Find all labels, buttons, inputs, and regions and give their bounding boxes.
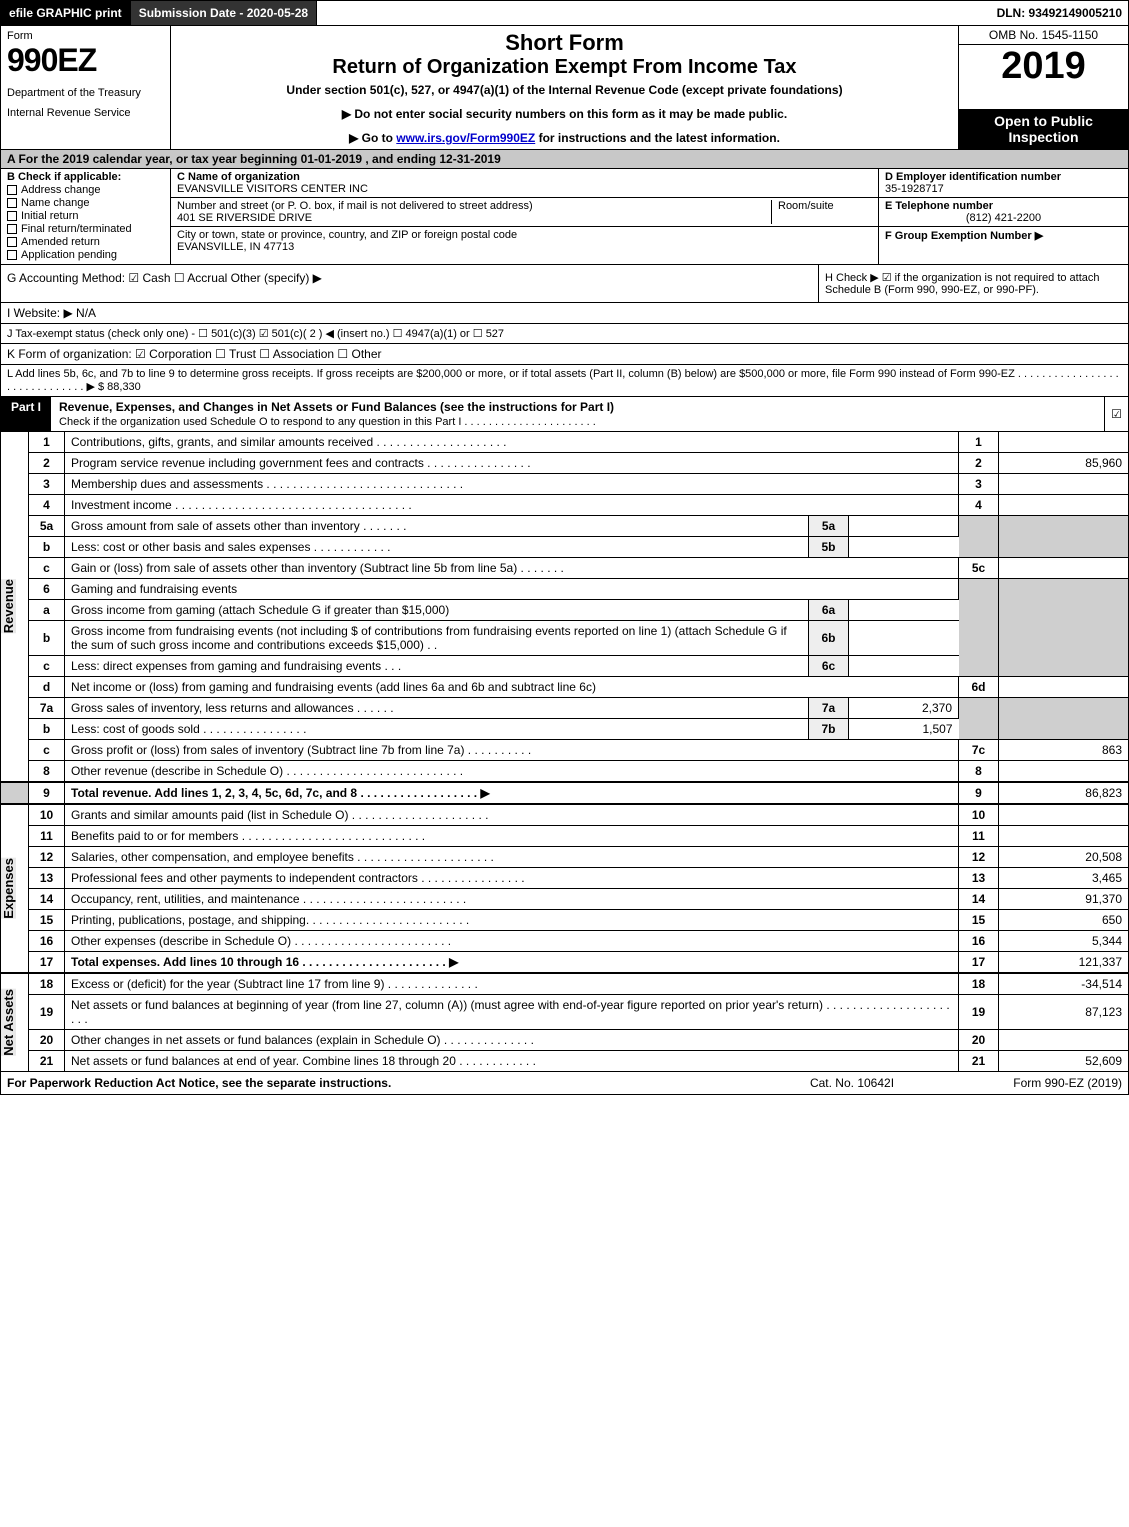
row-i-website: I Website: ▶ N/A bbox=[0, 303, 1129, 324]
section-b-label: B Check if applicable: bbox=[7, 171, 164, 183]
section-c: C Name of organization EVANSVILLE VISITO… bbox=[171, 169, 878, 264]
line-5c: c Gain or (loss) from sale of assets oth… bbox=[1, 558, 1129, 579]
part-1-tag: Part I bbox=[1, 397, 51, 431]
line-1: Revenue 1 Contributions, gifts, grants, … bbox=[1, 432, 1129, 453]
goto-pre: ▶ Go to bbox=[349, 131, 396, 145]
group-exemption-row: F Group Exemption Number ▶ bbox=[879, 227, 1128, 244]
topbar-spacer bbox=[317, 1, 990, 25]
dept-treasury: Department of the Treasury bbox=[7, 87, 164, 99]
header-left: Form 990EZ Department of the Treasury In… bbox=[1, 26, 171, 149]
row-k-form-org: K Form of organization: ☑ Corporation ☐ … bbox=[0, 344, 1129, 365]
line-11: 11 Benefits paid to or for members . . .… bbox=[1, 826, 1129, 847]
footer: For Paperwork Reduction Act Notice, see … bbox=[0, 1072, 1129, 1095]
footer-form-ref: Form 990-EZ (2019) bbox=[952, 1076, 1122, 1090]
form-number: 990EZ bbox=[7, 42, 164, 79]
room-suite-label: Room/suite bbox=[772, 200, 872, 224]
ein-value: 35-1928717 bbox=[885, 183, 944, 195]
short-form-title: Short Form bbox=[179, 30, 950, 56]
row-a-tax-year: A For the 2019 calendar year, or tax yea… bbox=[0, 150, 1129, 169]
chk-name-change[interactable]: Name change bbox=[7, 197, 164, 209]
line-10: Expenses 10 Grants and similar amounts p… bbox=[1, 804, 1129, 826]
omb-number: OMB No. 1545-1150 bbox=[959, 26, 1128, 45]
open-to-public: Open to Public Inspection bbox=[959, 109, 1128, 149]
chk-application-pending[interactable]: Application pending bbox=[7, 249, 164, 261]
line-9: 9 Total revenue. Add lines 1, 2, 3, 4, 5… bbox=[1, 782, 1129, 804]
street-address: 401 SE RIVERSIDE DRIVE bbox=[177, 212, 312, 224]
lines-table: Revenue 1 Contributions, gifts, grants, … bbox=[0, 432, 1129, 1072]
footer-left: For Paperwork Reduction Act Notice, see … bbox=[7, 1076, 752, 1090]
dept-irs: Internal Revenue Service bbox=[7, 107, 164, 119]
line-3: 3 Membership dues and assessments . . . … bbox=[1, 474, 1129, 495]
efile-label[interactable]: efile GRAPHIC print bbox=[1, 1, 131, 25]
line-14: 14 Occupancy, rent, utilities, and maint… bbox=[1, 889, 1129, 910]
address-row: Number and street (or P. O. box, if mail… bbox=[171, 198, 878, 227]
part-1-subtitle: Check if the organization used Schedule … bbox=[59, 416, 596, 428]
ein-row: D Employer identification number 35-1928… bbox=[879, 169, 1128, 198]
part-1-header: Part I Revenue, Expenses, and Changes in… bbox=[0, 397, 1129, 432]
line-2: 2 Program service revenue including gove… bbox=[1, 453, 1129, 474]
accounting-method: G Accounting Method: ☑ Cash ☐ Accrual Ot… bbox=[1, 265, 818, 302]
bullet-ssn: ▶ Do not enter social security numbers o… bbox=[179, 107, 950, 121]
entity-block: B Check if applicable: Address change Na… bbox=[0, 169, 1129, 265]
goto-post: for instructions and the latest informat… bbox=[535, 131, 780, 145]
line-19: 19 Net assets or fund balances at beginn… bbox=[1, 995, 1129, 1030]
address-label: Number and street (or P. O. box, if mail… bbox=[177, 200, 533, 212]
line-8: 8 Other revenue (describe in Schedule O)… bbox=[1, 761, 1129, 783]
top-bar: efile GRAPHIC print Submission Date - 20… bbox=[0, 0, 1129, 26]
header-middle: Short Form Return of Organization Exempt… bbox=[171, 26, 958, 149]
line-6: 6 Gaming and fundraising events bbox=[1, 579, 1129, 600]
telephone-label: E Telephone number bbox=[885, 200, 993, 212]
org-name-label: C Name of organization bbox=[177, 171, 300, 183]
telephone-row: E Telephone number (812) 421-2200 bbox=[879, 198, 1128, 227]
side-label-expenses: Expenses bbox=[1, 858, 16, 919]
group-exemption-label: F Group Exemption Number ▶ bbox=[885, 230, 1043, 242]
irs-link[interactable]: www.irs.gov/Form990EZ bbox=[396, 131, 535, 145]
submission-date: Submission Date - 2020-05-28 bbox=[131, 1, 317, 25]
side-label-revenue: Revenue bbox=[1, 579, 16, 633]
line-16: 16 Other expenses (describe in Schedule … bbox=[1, 931, 1129, 952]
row-g-h: G Accounting Method: ☑ Cash ☐ Accrual Ot… bbox=[0, 265, 1129, 303]
main-title: Return of Organization Exempt From Incom… bbox=[179, 56, 950, 79]
dln-label: DLN: 93492149005210 bbox=[991, 1, 1128, 25]
ein-label: D Employer identification number bbox=[885, 171, 1061, 183]
bullet-goto: ▶ Go to www.irs.gov/Form990EZ for instru… bbox=[179, 131, 950, 145]
line-13: 13 Professional fees and other payments … bbox=[1, 868, 1129, 889]
line-7c: c Gross profit or (loss) from sales of i… bbox=[1, 740, 1129, 761]
line-18: Net Assets 18 Excess or (deficit) for th… bbox=[1, 973, 1129, 995]
org-name: EVANSVILLE VISITORS CENTER INC bbox=[177, 183, 368, 195]
line-6d: d Net income or (loss) from gaming and f… bbox=[1, 677, 1129, 698]
footer-cat-no: Cat. No. 10642I bbox=[752, 1076, 952, 1090]
line-5a: 5a Gross amount from sale of assets othe… bbox=[1, 516, 1129, 537]
line-7a: 7a Gross sales of inventory, less return… bbox=[1, 698, 1129, 719]
section-d-e-f: D Employer identification number 35-1928… bbox=[878, 169, 1128, 264]
chk-address-change[interactable]: Address change bbox=[7, 184, 164, 196]
city-row: City or town, state or province, country… bbox=[171, 227, 878, 255]
row-j-tax-exempt: J Tax-exempt status (check only one) - ☐… bbox=[0, 324, 1129, 344]
chk-initial-return[interactable]: Initial return bbox=[7, 210, 164, 222]
line-21: 21 Net assets or fund balances at end of… bbox=[1, 1051, 1129, 1072]
form-header: Form 990EZ Department of the Treasury In… bbox=[0, 26, 1129, 150]
section-b: B Check if applicable: Address change Na… bbox=[1, 169, 171, 264]
city-state-zip: EVANSVILLE, IN 47713 bbox=[177, 241, 294, 253]
line-17: 17 Total expenses. Add lines 10 through … bbox=[1, 952, 1129, 974]
part-1-schedule-o-check[interactable]: ☑ bbox=[1104, 397, 1128, 431]
city-label: City or town, state or province, country… bbox=[177, 229, 517, 241]
line-12: 12 Salaries, other compensation, and emp… bbox=[1, 847, 1129, 868]
row-l-gross-receipts: L Add lines 5b, 6c, and 7b to line 9 to … bbox=[0, 365, 1129, 397]
line-20: 20 Other changes in net assets or fund b… bbox=[1, 1030, 1129, 1051]
line-15: 15 Printing, publications, postage, and … bbox=[1, 910, 1129, 931]
header-right: OMB No. 1545-1150 2019 Open to Public In… bbox=[958, 26, 1128, 149]
subtitle: Under section 501(c), 527, or 4947(a)(1)… bbox=[179, 83, 950, 97]
chk-amended-return[interactable]: Amended return bbox=[7, 236, 164, 248]
part-1-title: Revenue, Expenses, and Changes in Net As… bbox=[51, 397, 1104, 431]
side-label-net-assets: Net Assets bbox=[1, 989, 16, 1056]
telephone-value: (812) 421-2200 bbox=[885, 212, 1122, 224]
schedule-b-check: H Check ▶ ☑ if the organization is not r… bbox=[818, 265, 1128, 302]
line-4: 4 Investment income . . . . . . . . . . … bbox=[1, 495, 1129, 516]
org-name-row: C Name of organization EVANSVILLE VISITO… bbox=[171, 169, 878, 198]
chk-final-return[interactable]: Final return/terminated bbox=[7, 223, 164, 235]
form-label: Form bbox=[7, 30, 164, 42]
tax-year: 2019 bbox=[959, 45, 1128, 88]
